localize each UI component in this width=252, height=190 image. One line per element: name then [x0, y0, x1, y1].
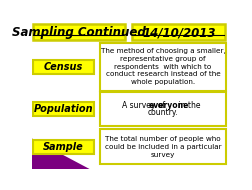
- Text: A survey of: A survey of: [121, 101, 167, 110]
- Text: Population: Population: [34, 104, 93, 114]
- Polygon shape: [32, 138, 89, 169]
- Text: A survey of everyone in the: A survey of everyone in the: [110, 101, 215, 110]
- FancyBboxPatch shape: [100, 92, 225, 126]
- FancyBboxPatch shape: [33, 102, 93, 116]
- FancyBboxPatch shape: [33, 140, 93, 154]
- Text: in the: in the: [175, 101, 199, 110]
- Text: Census: Census: [44, 62, 83, 72]
- Text: The method of choosing a smaller,
representative group of
respondents  with whic: The method of choosing a smaller, repres…: [100, 48, 225, 85]
- FancyBboxPatch shape: [33, 24, 124, 40]
- FancyBboxPatch shape: [132, 24, 225, 40]
- FancyBboxPatch shape: [100, 129, 225, 165]
- Text: Sample: Sample: [43, 142, 83, 152]
- FancyBboxPatch shape: [33, 60, 93, 74]
- Text: country.: country.: [147, 108, 178, 117]
- Text: The total number of people who
could be included in a particular
survey: The total number of people who could be …: [104, 136, 220, 158]
- Text: 14/10/2013: 14/10/2013: [142, 26, 215, 39]
- Text: everyone: everyone: [148, 101, 189, 110]
- Text: Sampling Continued: Sampling Continued: [12, 26, 145, 39]
- FancyBboxPatch shape: [100, 43, 225, 91]
